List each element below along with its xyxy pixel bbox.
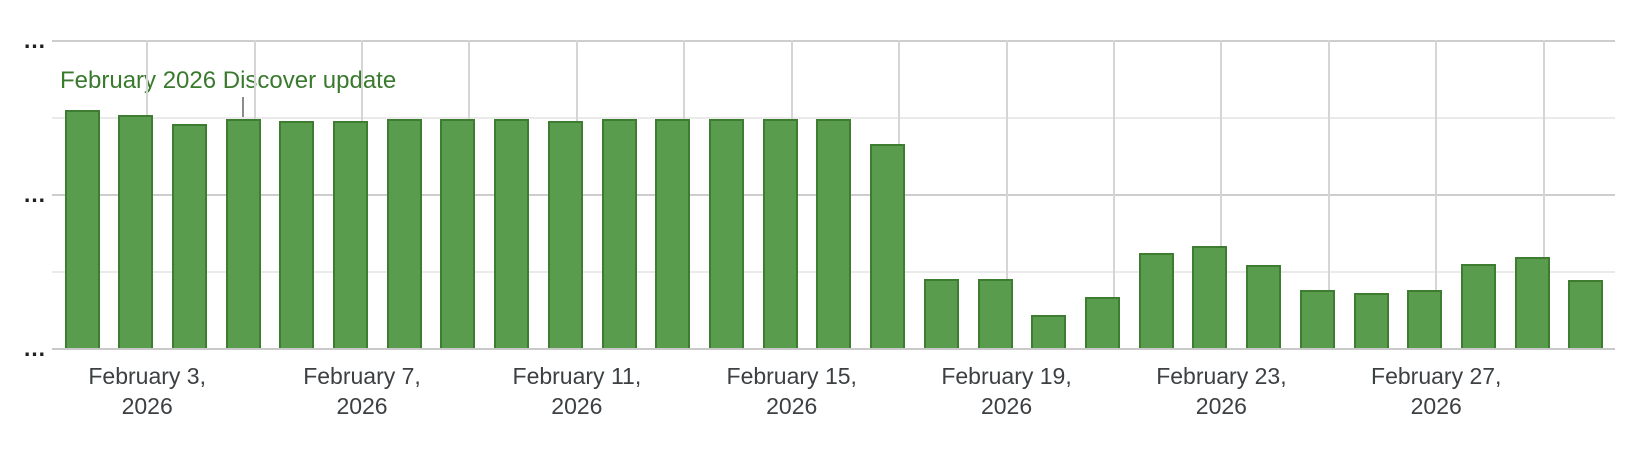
chart-bar[interactable] bbox=[1084, 296, 1120, 348]
x-tick-line2: 2026 bbox=[980, 393, 1033, 419]
chart-bar[interactable] bbox=[440, 119, 476, 348]
chart-bar[interactable] bbox=[1460, 263, 1496, 348]
y-axis-tick-label: … bbox=[23, 335, 47, 361]
x-tick-line2: 2026 bbox=[766, 393, 818, 419]
chart-bar[interactable] bbox=[1246, 264, 1282, 348]
chart-bar[interactable] bbox=[1568, 280, 1604, 348]
x-axis-tick-label: February 3, 2026 bbox=[27, 361, 267, 421]
chart-bar[interactable] bbox=[494, 119, 530, 348]
chart-bar[interactable] bbox=[1514, 256, 1550, 348]
chart-bar[interactable] bbox=[977, 279, 1013, 348]
chart-bar[interactable] bbox=[118, 114, 154, 348]
chart-bar[interactable] bbox=[1299, 290, 1335, 348]
x-tick-line2: 2026 bbox=[1195, 393, 1247, 419]
chart-bar[interactable] bbox=[762, 119, 798, 348]
x-tick-line1: February 3, bbox=[88, 363, 206, 389]
chart-bar[interactable] bbox=[386, 119, 422, 348]
chart-bar[interactable] bbox=[171, 124, 207, 348]
chart-bar[interactable] bbox=[64, 109, 100, 348]
vertical-gridline bbox=[1005, 40, 1008, 348]
annotation-label: February 2026 Discover update bbox=[60, 67, 397, 94]
chart-bar[interactable] bbox=[709, 119, 745, 348]
x-tick-line1: February 23, bbox=[1156, 363, 1287, 389]
x-tick-line2: 2026 bbox=[336, 393, 388, 419]
y-axis-tick-label: … bbox=[23, 181, 47, 207]
annotation-marker-line bbox=[242, 97, 245, 120]
chart-bar[interactable] bbox=[279, 120, 315, 348]
x-axis-tick-label: February 11, 2026 bbox=[457, 361, 697, 421]
x-axis-tick-label: February 19, 2026 bbox=[887, 361, 1127, 421]
horizontal-gridline bbox=[52, 348, 1615, 350]
chart-bar[interactable] bbox=[655, 119, 691, 348]
x-tick-line1: February 27, bbox=[1371, 363, 1502, 389]
x-tick-line1: February 11, bbox=[512, 363, 642, 389]
chart-bar[interactable] bbox=[1407, 290, 1443, 348]
horizontal-gridline bbox=[52, 117, 1615, 119]
chart-bar[interactable] bbox=[547, 121, 583, 348]
x-axis-tick-label: February 15, 2026 bbox=[672, 361, 912, 421]
chart-bar[interactable] bbox=[923, 279, 959, 348]
vertical-gridline bbox=[1435, 40, 1438, 348]
vertical-gridline bbox=[1327, 40, 1330, 348]
y-axis-tick-label: … bbox=[23, 27, 47, 53]
chart-bar[interactable] bbox=[1353, 292, 1389, 348]
chart-bar[interactable] bbox=[1031, 314, 1067, 348]
chart-bar[interactable] bbox=[333, 120, 369, 348]
horizontal-gridline bbox=[52, 40, 1615, 42]
x-tick-line2: 2026 bbox=[121, 393, 173, 419]
x-tick-line2: 2026 bbox=[551, 393, 603, 419]
chart-bar[interactable] bbox=[1138, 252, 1174, 348]
x-axis-tick-label: February 23, 2026 bbox=[1101, 361, 1341, 421]
x-tick-line1: February 15, bbox=[726, 363, 857, 389]
vertical-gridline bbox=[1542, 40, 1545, 348]
vertical-gridline bbox=[1220, 40, 1223, 348]
x-tick-line2: 2026 bbox=[1410, 393, 1462, 419]
x-tick-line1: February 19, bbox=[941, 363, 1072, 389]
chart-bar[interactable] bbox=[601, 119, 637, 348]
x-axis-tick-label: February 7, 2026 bbox=[242, 361, 482, 421]
chart-bar[interactable] bbox=[1192, 246, 1228, 348]
x-tick-line1: February 7, bbox=[303, 363, 421, 389]
chart-bar[interactable] bbox=[816, 119, 852, 348]
chart-bar[interactable] bbox=[870, 144, 906, 348]
x-axis-tick-label: February 27, 2026 bbox=[1316, 361, 1556, 421]
chart-bar[interactable] bbox=[225, 119, 261, 348]
vertical-gridline bbox=[1112, 40, 1115, 348]
